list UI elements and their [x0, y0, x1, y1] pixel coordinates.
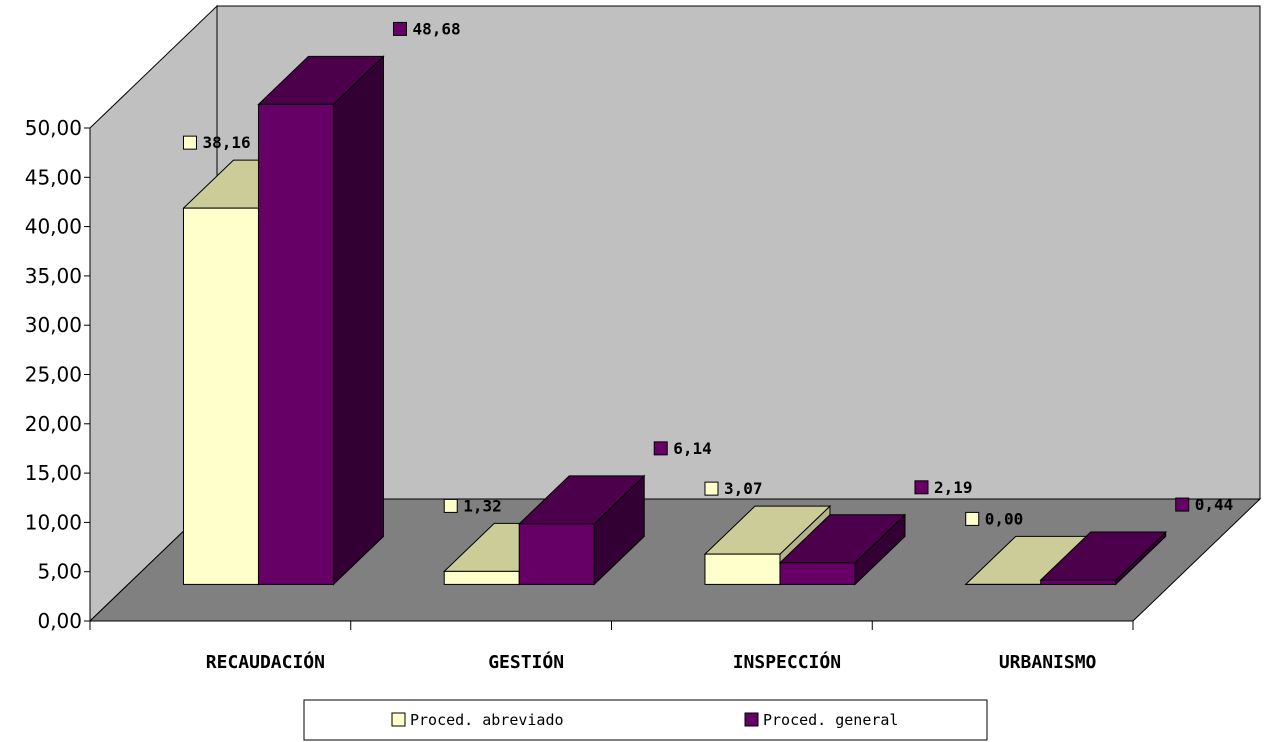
bar-general-2 [778, 513, 907, 586]
data-label-text: 1,32 [463, 496, 502, 515]
legend-swatch [391, 712, 406, 727]
data-label-text: 38,16 [202, 133, 250, 152]
legend-item: Proced. abreviado [391, 711, 564, 729]
x-tick-label: RECAUDACIÓN [206, 651, 325, 673]
y-tick-label: 25,00 [25, 363, 82, 387]
x-tick-label: INSPECCIÓN [733, 651, 841, 673]
data-label-key [1175, 497, 1190, 512]
data-label-key [965, 511, 980, 526]
y-tick-label: 0,00 [37, 609, 82, 633]
data-label-key [914, 480, 929, 495]
legend-box [303, 699, 988, 741]
data-label: 0,00 [965, 509, 1024, 528]
y-tick-label: 10,00 [25, 510, 82, 534]
legend-item: Proced. general [744, 711, 898, 729]
legend: Proced. abreviado Proced. general [303, 699, 988, 741]
bars [182, 55, 1167, 586]
data-label: 48,68 [392, 19, 461, 38]
bar-general-1 [517, 474, 646, 586]
y-tick-label: 30,00 [25, 313, 82, 337]
data-label-text: 6,14 [673, 439, 712, 458]
y-axis: 0,00 5,00 10,00 15,00 20,00 25,00 30,00 35,00 40… [25, 116, 91, 633]
x-tick-label: GESTIÓN [488, 651, 564, 673]
legend-label: Proced. abreviado [410, 711, 564, 729]
data-label-key [704, 481, 719, 496]
y-tick-label: 15,00 [25, 461, 82, 485]
data-label: 1,32 [443, 496, 502, 515]
data-label-key [443, 498, 458, 513]
data-label-text: 2,19 [934, 478, 973, 497]
legend-label: Proced. general [763, 711, 898, 729]
data-label-text: 3,07 [724, 479, 763, 498]
data-label-key [392, 21, 407, 36]
data-labels: 38,16 48,68 1,32 6,14 3,07 2,19 0,00 0,44 [182, 19, 1234, 528]
y-tick-label: 50,00 [25, 116, 82, 140]
data-label: 2,19 [914, 478, 973, 497]
y-tick-label: 20,00 [25, 412, 82, 436]
data-label-key [653, 441, 668, 456]
data-label-text: 48,68 [412, 19, 460, 38]
data-label: 0,44 [1175, 495, 1234, 514]
y-tick-label: 40,00 [25, 215, 82, 239]
y-tick-label: 45,00 [25, 165, 82, 189]
data-label-text: 0,44 [1195, 495, 1234, 514]
data-label: 3,07 [704, 479, 763, 498]
y-tick-label: 5,00 [37, 560, 82, 584]
chart-walls [88, 4, 1262, 623]
x-axis: RECAUDACIÓN GESTIÓN INSPECCIÓN URBANISMO [89, 620, 1134, 673]
data-label-text: 0,00 [985, 509, 1024, 528]
bar-general-3 [1039, 530, 1167, 586]
bar-general-0 [257, 55, 385, 586]
data-label: 6,14 [653, 439, 712, 458]
x-tick-label: URBANISMO [999, 652, 1097, 673]
data-label-key [182, 135, 197, 150]
data-label: 38,16 [182, 133, 251, 152]
legend-swatch [744, 712, 759, 727]
y-tick-label: 35,00 [25, 264, 82, 288]
